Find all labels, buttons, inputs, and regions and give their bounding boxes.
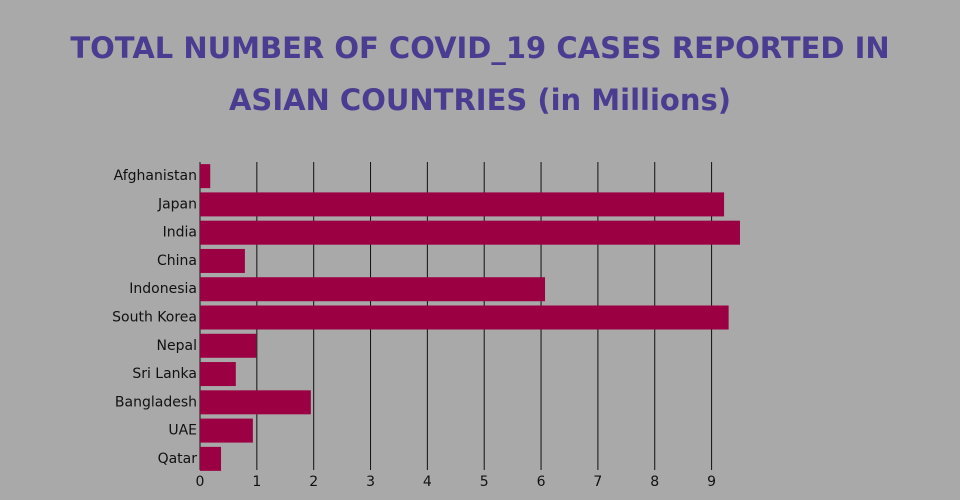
y-tick-label: UAE	[168, 423, 197, 439]
bar	[200, 446, 222, 471]
bar	[200, 220, 740, 245]
bar	[200, 305, 729, 330]
x-tick-label: 5	[480, 474, 489, 490]
y-tick-label: Japan	[157, 196, 197, 212]
bar	[200, 333, 257, 358]
x-tick-label: 1	[252, 474, 261, 490]
x-tick-label: 0	[196, 474, 205, 490]
x-tick-label: 4	[423, 474, 432, 490]
y-tick-label: Qatar	[158, 451, 198, 467]
bar	[200, 277, 546, 302]
bar	[200, 164, 211, 189]
y-tick-label: China	[157, 253, 197, 269]
bar	[200, 418, 253, 443]
bar	[200, 390, 311, 415]
y-tick-label: South Korea	[112, 310, 197, 326]
x-tick-label: 3	[366, 474, 375, 490]
x-tick-label: 2	[309, 474, 318, 490]
x-tick-label: 9	[707, 474, 716, 490]
y-tick-label: Sri Lanka	[132, 366, 197, 382]
y-tick-label: Nepal	[157, 338, 197, 354]
x-tick-label: 6	[537, 474, 546, 490]
y-tick-label: India	[163, 225, 197, 241]
x-tick-label: 8	[650, 474, 659, 490]
chart-title: TOTAL NUMBER OF COVID_19 CASES REPORTED …	[70, 31, 890, 117]
bar	[200, 192, 725, 217]
bar	[200, 248, 245, 273]
y-tick-label: Afghanistan	[114, 168, 197, 184]
y-tick-label: Indonesia	[129, 281, 197, 297]
bar	[200, 362, 236, 387]
x-tick-label: 7	[593, 474, 602, 490]
y-tick-label: Bangladesh	[115, 394, 197, 410]
